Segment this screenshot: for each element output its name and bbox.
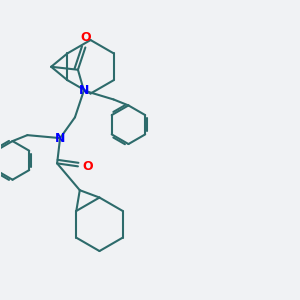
Text: N: N: [55, 132, 65, 145]
Text: N: N: [79, 84, 89, 97]
Text: O: O: [80, 32, 91, 44]
Text: O: O: [82, 160, 93, 173]
